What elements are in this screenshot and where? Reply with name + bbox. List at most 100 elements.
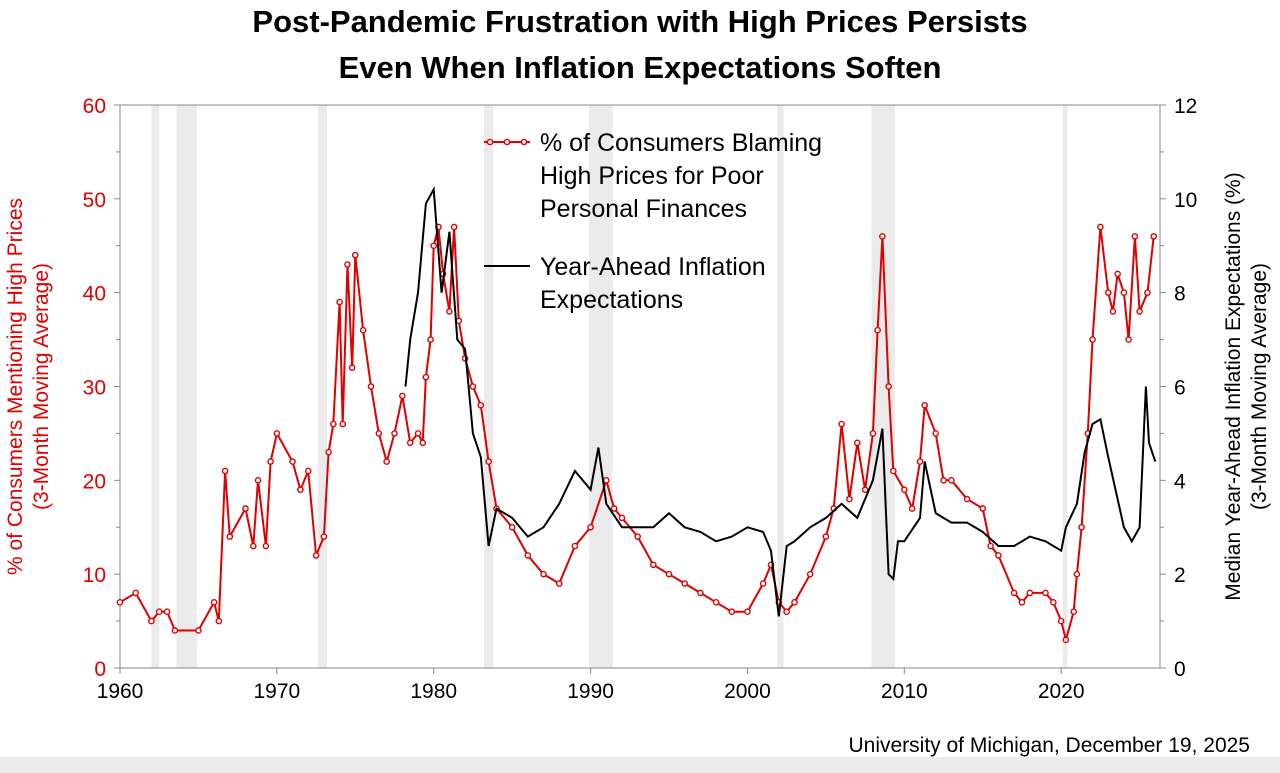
x-tick-label: 1990 bbox=[567, 680, 614, 703]
y-left-tick-label: 0 bbox=[94, 658, 106, 681]
series-point bbox=[242, 505, 249, 512]
series-point bbox=[351, 251, 359, 259]
series-point bbox=[330, 420, 337, 428]
series-point bbox=[806, 570, 814, 578]
series-point bbox=[665, 570, 673, 578]
shaded-period bbox=[483, 105, 494, 668]
y-right-axis-label-sub: (3-Month Moving Average) bbox=[1248, 263, 1271, 510]
series-point bbox=[1109, 308, 1117, 315]
series-point bbox=[697, 589, 704, 597]
series-point bbox=[1136, 308, 1143, 315]
series-point bbox=[1144, 289, 1151, 296]
series-line-1 bbox=[404, 185, 1157, 617]
y-right-tick-label: 6 bbox=[1174, 377, 1186, 400]
legend-label-1: Expectations bbox=[540, 286, 683, 314]
y-left-tick-label: 30 bbox=[83, 377, 106, 400]
series-point bbox=[987, 542, 994, 550]
series-point bbox=[1042, 589, 1049, 597]
series-point bbox=[1120, 289, 1128, 296]
series-point bbox=[375, 430, 383, 437]
y-right-tick-label: 0 bbox=[1174, 658, 1186, 681]
series-point bbox=[853, 439, 861, 447]
series-point bbox=[155, 608, 163, 616]
series-point bbox=[783, 608, 790, 616]
x-tick-label: 2000 bbox=[724, 680, 771, 703]
series-point bbox=[367, 383, 375, 390]
series-point bbox=[759, 580, 767, 587]
series-line-0 bbox=[119, 226, 1155, 644]
series-point bbox=[273, 430, 281, 437]
series-point bbox=[1089, 336, 1096, 343]
series-point bbox=[210, 599, 218, 606]
series-point bbox=[1097, 223, 1104, 231]
series-point bbox=[312, 552, 320, 559]
series-point bbox=[1018, 599, 1026, 606]
shaded-period bbox=[176, 105, 197, 668]
series-point bbox=[838, 420, 845, 428]
series-point bbox=[995, 552, 1002, 559]
series-point bbox=[304, 467, 312, 475]
series-point bbox=[610, 505, 618, 512]
legend-label-1: Year-Ahead Inflation bbox=[540, 253, 766, 281]
series-point bbox=[221, 467, 229, 475]
series-point bbox=[1073, 570, 1081, 578]
series-point bbox=[226, 533, 234, 540]
series-point bbox=[289, 458, 296, 465]
series-point bbox=[427, 336, 434, 343]
series-point bbox=[399, 392, 406, 400]
series-point bbox=[1131, 233, 1139, 240]
chart-title-line-2: Even When Inflation Expectations Soften bbox=[338, 50, 942, 85]
series-point bbox=[916, 458, 924, 465]
series-point bbox=[524, 552, 532, 559]
series-point bbox=[116, 599, 124, 606]
series-point bbox=[215, 617, 223, 625]
series-point bbox=[1057, 617, 1065, 625]
series-point bbox=[262, 542, 270, 550]
series-point bbox=[477, 401, 485, 409]
x-tick-label: 1960 bbox=[97, 680, 144, 703]
shaded-period bbox=[151, 105, 160, 668]
shaded-period bbox=[1062, 105, 1068, 668]
series-point bbox=[391, 430, 398, 437]
series-point bbox=[940, 477, 947, 484]
series-point bbox=[132, 589, 139, 597]
y-left-tick-label: 60 bbox=[83, 95, 106, 118]
series-point bbox=[602, 477, 610, 484]
series-point bbox=[344, 261, 351, 268]
series-point bbox=[348, 364, 356, 372]
series-point bbox=[712, 599, 720, 606]
series-point bbox=[634, 533, 641, 540]
y-right-tick-label: 10 bbox=[1174, 189, 1197, 212]
series-point bbox=[406, 439, 414, 447]
shaded-period bbox=[871, 105, 895, 668]
series-point bbox=[979, 505, 987, 512]
series-point bbox=[469, 383, 477, 390]
y-left-tick-label: 20 bbox=[83, 470, 106, 493]
series-point bbox=[587, 523, 594, 531]
series-point bbox=[728, 608, 736, 616]
shaded-period bbox=[317, 105, 328, 668]
series-point bbox=[540, 570, 547, 578]
series-point bbox=[485, 458, 492, 465]
series-point bbox=[650, 561, 657, 569]
series-point bbox=[383, 458, 390, 465]
shaded-period bbox=[777, 105, 784, 668]
series-point bbox=[325, 448, 332, 456]
series-point bbox=[921, 401, 929, 409]
x-tick-label: 1970 bbox=[254, 680, 301, 703]
series-point bbox=[744, 608, 751, 616]
series-point bbox=[336, 298, 343, 306]
series-point bbox=[1104, 289, 1112, 296]
series-point bbox=[320, 533, 328, 540]
legend-label-0: % of Consumers Blaming bbox=[540, 129, 822, 157]
series-point bbox=[901, 486, 908, 494]
series-point bbox=[1114, 270, 1121, 278]
series-point bbox=[869, 430, 877, 437]
series-point bbox=[555, 580, 563, 587]
y-left-axis-label: % of Consumers Mentioning High Prices bbox=[4, 198, 27, 575]
y-left-tick-label: 40 bbox=[83, 283, 106, 306]
series-point bbox=[890, 467, 897, 475]
legend-label-0: Personal Finances bbox=[540, 195, 747, 223]
series-point bbox=[571, 542, 579, 550]
